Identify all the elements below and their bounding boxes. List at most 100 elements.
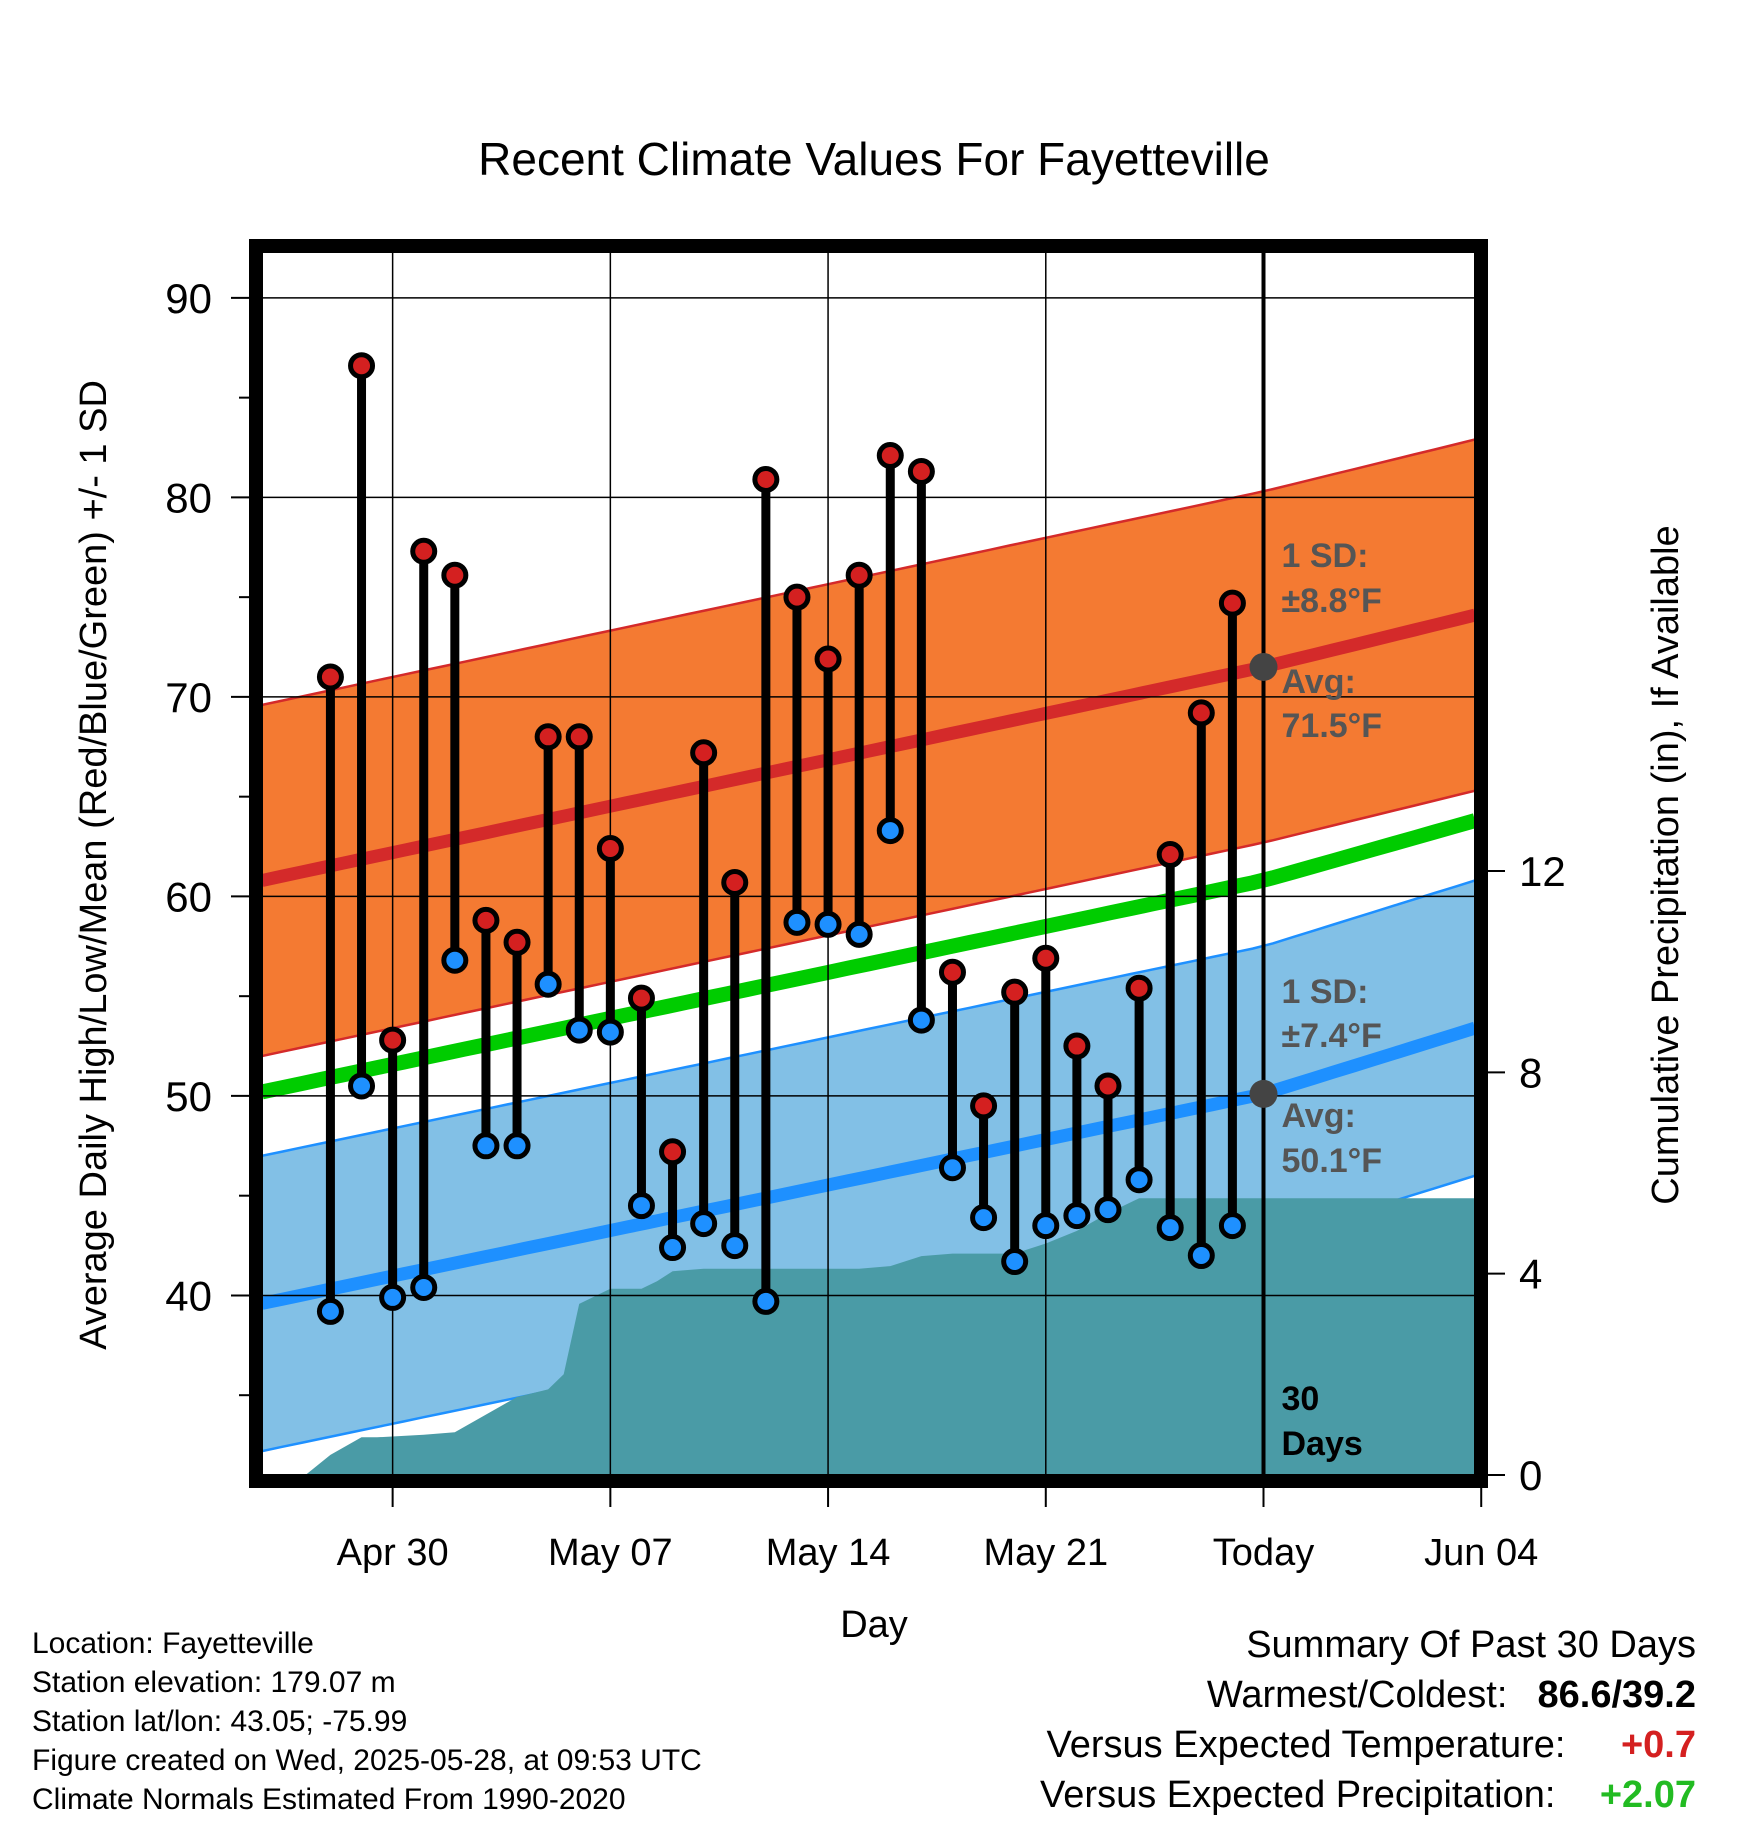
daily-low-point <box>721 1232 749 1260</box>
low-avg-label: Avg: <box>1282 1097 1356 1135</box>
daily-low-point <box>1032 1212 1060 1240</box>
daily-low-point <box>1218 1212 1246 1240</box>
temp-label: Versus Expected Temperature: <box>1046 1724 1566 1766</box>
daily-high-point <box>1187 699 1215 727</box>
daily-high-point <box>596 835 624 863</box>
y2-axis-label: Cumulative Precipitation (in), If Availa… <box>1645 525 1687 1204</box>
daily-low-point <box>316 1297 344 1325</box>
daily-low-point <box>379 1283 407 1311</box>
x-tick-label: Apr 30 <box>337 1532 449 1574</box>
high-avg-marker <box>1249 652 1278 681</box>
y-tick-label: 60 <box>165 873 212 920</box>
daily-low-point <box>907 1006 935 1034</box>
daily-high-point <box>316 663 344 691</box>
daily-low-point <box>1063 1202 1091 1230</box>
summary-title: Summary Of Past 30 Days <box>1246 1624 1696 1666</box>
daily-low-point <box>565 1016 593 1044</box>
warmest-row: Warmest/Coldest: 86.6/39.2 <box>1040 1670 1696 1720</box>
daily-low-point <box>938 1154 966 1182</box>
normals-text: Climate Normals Estimated From 1990-2020 <box>32 1783 626 1816</box>
temp-row: Versus Expected Temperature: +0.7 <box>1040 1720 1696 1770</box>
daily-high-point <box>970 1092 998 1120</box>
daily-high-point <box>783 583 811 611</box>
daily-high-point <box>410 537 438 565</box>
daily-low-point <box>627 1192 655 1220</box>
y-tick-label: 90 <box>165 275 212 322</box>
daily-low-point <box>1187 1242 1215 1270</box>
window-days-number: 30 <box>1282 1380 1320 1418</box>
latlon-text: Station lat/lon: 43.05; -75.99 <box>32 1705 408 1738</box>
y-tick-label: 50 <box>165 1073 212 1120</box>
daily-high-point <box>503 928 531 956</box>
daily-low-point <box>348 1072 376 1100</box>
daily-high-point <box>907 457 935 485</box>
summary-panel: Summary Of Past 30 Days Warmest/Coldest:… <box>1040 1620 1696 1820</box>
daily-low-point <box>876 817 904 845</box>
window-days-label: Days <box>1282 1425 1363 1463</box>
daily-high-point <box>1094 1072 1122 1100</box>
daily-low-point <box>690 1210 718 1238</box>
x-axis-label: Day <box>840 1604 908 1646</box>
daily-high-point <box>348 352 376 380</box>
daily-low-point <box>596 1018 624 1046</box>
daily-high-point <box>379 1026 407 1054</box>
daily-high-point <box>627 984 655 1012</box>
daily-high-point <box>690 739 718 767</box>
precip-row: Versus Expected Precipitation: +2.07 <box>1040 1770 1696 1820</box>
daily-high-point <box>1032 944 1060 972</box>
y-axis-label: Average Daily High/Low/Mean (Red/Blue/Gr… <box>73 380 115 1350</box>
plot-area <box>262 244 1475 1475</box>
daily-high-point <box>876 442 904 470</box>
high-sd-value: ±8.8°F <box>1282 582 1382 620</box>
daily-high-point <box>814 645 842 673</box>
x-tick-label: Jun 04 <box>1424 1532 1538 1574</box>
daily-high-point <box>938 958 966 986</box>
y2-tick-label: 12 <box>1519 848 1566 895</box>
daily-high-point <box>752 465 780 493</box>
daily-low-point <box>1125 1166 1153 1194</box>
daily-low-point <box>1001 1248 1029 1276</box>
daily-high-point <box>1218 589 1246 617</box>
y2-tick-label: 4 <box>1519 1251 1542 1298</box>
high-avg-label: Avg: <box>1282 663 1356 701</box>
daily-low-point <box>752 1287 780 1315</box>
daily-high-point <box>1125 974 1153 1002</box>
y2-tick-label: 0 <box>1519 1452 1542 1499</box>
temp-value: +0.7 <box>1620 1724 1696 1766</box>
elevation-text: Station elevation: 179.07 m <box>32 1666 396 1699</box>
daily-low-point <box>970 1204 998 1232</box>
daily-high-point <box>565 723 593 751</box>
station-info: Location: Fayetteville Station elevation… <box>32 1624 702 1819</box>
daily-low-point <box>659 1234 687 1262</box>
annotations: 1 SD: ±8.8°F Avg: 71.5°F 1 SD: ±7.4°F Avg: 50.1… <box>1282 537 1383 1463</box>
low-avg-marker <box>1249 1079 1278 1108</box>
y2-tick-label: 8 <box>1519 1049 1542 1096</box>
warmest-value: 86.6/39.2 <box>1537 1674 1696 1716</box>
high-avg-value: 71.5°F <box>1282 707 1383 745</box>
daily-high-point <box>534 723 562 751</box>
daily-low-point <box>783 908 811 936</box>
mean-normal-line <box>262 813 1475 1100</box>
warmest-label: Warmest/Coldest: <box>1206 1674 1508 1716</box>
daily-high-point <box>659 1138 687 1166</box>
plot-frame <box>249 239 1488 1488</box>
daily-low-point <box>472 1132 500 1160</box>
daily-high-point <box>472 906 500 934</box>
plot-clip-group <box>262 252 1475 1475</box>
daily-low-point <box>814 910 842 938</box>
precip-value: +2.07 <box>1599 1774 1696 1816</box>
daily-low-point <box>534 970 562 998</box>
high-sd-label: 1 SD: <box>1282 537 1369 575</box>
daily-low-point <box>503 1132 531 1160</box>
y-tick-label: 70 <box>165 674 212 721</box>
low-band-upper-edge <box>262 879 1475 1158</box>
low-sd-label: 1 SD: <box>1282 973 1369 1011</box>
low-sd-value: ±7.4°F <box>1282 1017 1382 1055</box>
daily-low-point <box>845 920 873 948</box>
location-text: Location: Fayetteville <box>32 1627 314 1660</box>
low-avg-value: 50.1°F <box>1282 1142 1383 1180</box>
daily-high-point <box>1001 978 1029 1006</box>
precip-label: Versus Expected Precipitation: <box>1040 1774 1556 1816</box>
daily-high-point <box>441 561 469 589</box>
created-text: Figure created on Wed, 2025-05-28, at 09… <box>32 1744 702 1777</box>
